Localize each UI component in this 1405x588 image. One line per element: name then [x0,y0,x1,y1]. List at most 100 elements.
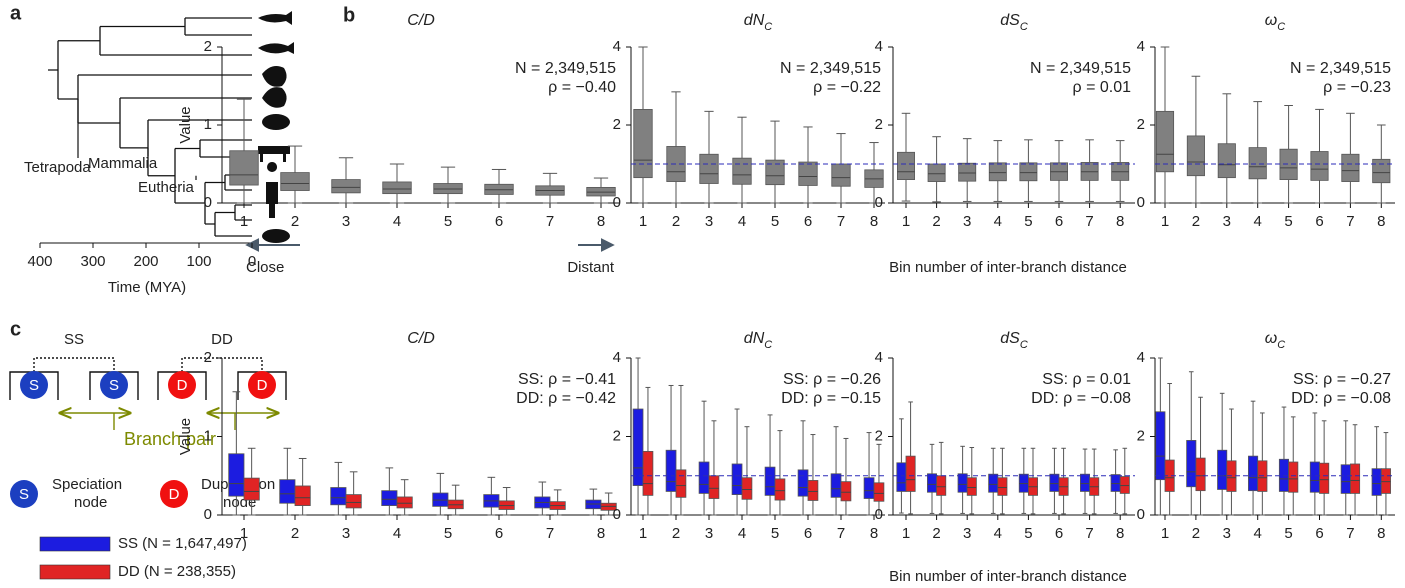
box [905,455,916,492]
x-tick-label: 0 [248,253,256,270]
box [1195,457,1206,492]
x-tick-label: 1 [1161,525,1169,542]
box [997,477,1008,496]
box [699,153,719,184]
box [765,159,785,186]
node-symbol: D [169,486,180,503]
annotation: DD: ρ = −0.08 [1031,390,1131,407]
title-subscript: C [1277,339,1285,351]
annotation: SS: ρ = −0.27 [1293,371,1391,388]
title-text: ω [1265,12,1277,29]
box [708,475,720,499]
panel-label: c [10,318,21,340]
box [957,473,968,493]
x-tick-label: 2 [1192,525,1200,542]
box [1110,474,1121,492]
node-symbol: D [177,377,188,394]
x-tick-label: 6 [495,525,503,542]
speciation-node [20,371,48,399]
box [764,466,776,496]
box [1341,153,1360,182]
box [840,481,852,502]
node-symbol: D [257,377,268,394]
x-tick-label: 5 [771,213,779,230]
annotation: ρ = −0.22 [813,79,881,96]
y-tick-label: 1 [204,427,212,444]
box [1049,473,1060,492]
y-tick-label: 4 [613,349,621,366]
y-tick-label: 2 [875,427,883,444]
box [1155,110,1175,173]
x-tick-label: 7 [1085,525,1093,542]
arrow-label: Distant [567,259,615,276]
y-axis-label: Value [177,106,194,143]
annotation: N = 2,349,515 [780,60,881,77]
box [665,449,677,492]
x-tick-label: 2 [932,525,940,542]
y-tick-label: 2 [1137,116,1145,133]
legend-label: SS (N = 1,647,497) [118,535,247,552]
annotation: ρ = 0.01 [1073,79,1132,96]
box [1380,468,1391,494]
x-tick-label: 100 [186,253,211,270]
box [927,473,937,493]
x-tick-label: 1 [902,213,910,230]
box [731,463,743,495]
x-tick-label: 4 [738,213,746,230]
x-tick-label: 7 [546,213,554,230]
box [774,478,786,501]
box [330,487,347,506]
x-tick-label: 2 [291,525,299,542]
title-subscript: C [1277,21,1285,33]
legend-label: node [74,494,107,511]
y-tick-label: 2 [875,116,883,133]
x-tick-label: 8 [1377,213,1385,230]
box [863,477,875,499]
y-tick-label: 0 [875,506,883,523]
x-tick-label: 2 [932,213,940,230]
box [229,150,259,186]
annotation: SS: ρ = 0.01 [1042,371,1131,388]
annotation: ρ = −0.23 [1323,79,1391,96]
x-tick-label: 4 [738,525,746,542]
box [958,162,977,182]
box [873,482,885,502]
box [936,475,947,496]
x-tick-label: 1 [240,213,248,230]
box [741,477,753,500]
x-tick-label: 5 [1284,525,1292,542]
box [331,179,361,194]
box [797,469,809,497]
x-tick-label: 8 [597,213,605,230]
x-tick-label: 4 [1254,213,1262,230]
node-symbol: S [19,486,29,503]
y-tick-label: 2 [613,116,621,133]
box [1319,462,1330,494]
speciation-node [100,371,128,399]
box [396,496,413,509]
title-subscript: C [1020,21,1028,33]
annotation: N = 2,349,515 [1030,60,1131,77]
chart-title: C/D [407,12,435,29]
box [1340,464,1351,494]
y-tick-label: 0 [1137,194,1145,211]
pair-label: SS [64,331,84,348]
box [988,473,999,493]
title-subscript: C [764,21,772,33]
x-tick-label: 1 [639,525,647,542]
x-tick-label: 7 [837,525,845,542]
y-tick-label: 0 [204,506,212,523]
x-tick-label: 1 [1161,213,1169,230]
box [280,172,310,191]
box [830,473,842,498]
x-tick-label: 8 [1116,213,1124,230]
duplication-node [168,371,196,399]
x-tick-label: 8 [1377,525,1385,542]
box [381,490,398,506]
silhouettes [258,11,294,243]
x-tick-label: 200 [133,253,158,270]
box [927,163,946,182]
x-tick-label: 1 [902,525,910,542]
x-tick-label: 6 [1055,213,1063,230]
